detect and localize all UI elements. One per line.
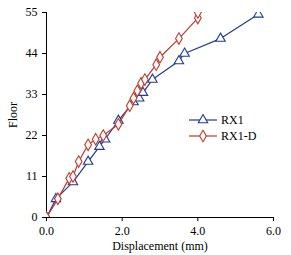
- svg-text:4.0: 4.0: [190, 224, 205, 238]
- svg-text:Floor: Floor: [6, 102, 20, 128]
- svg-text:0.0: 0.0: [39, 224, 54, 238]
- svg-text:2.0: 2.0: [115, 224, 130, 238]
- svg-text:Displacement (mm): Displacement (mm): [112, 239, 208, 253]
- html-text:RX1-D: RX1-D: [221, 129, 257, 143]
- html-text:RX1: RX1: [221, 113, 244, 127]
- svg-text:22: 22: [26, 128, 38, 142]
- svg-text:55: 55: [26, 5, 38, 19]
- svg-text:6.0: 6.0: [266, 224, 281, 238]
- svg-text:0: 0: [32, 210, 38, 224]
- svg-text:11: 11: [26, 169, 38, 183]
- svg-text:44: 44: [26, 46, 38, 60]
- svg-text:33: 33: [26, 87, 38, 101]
